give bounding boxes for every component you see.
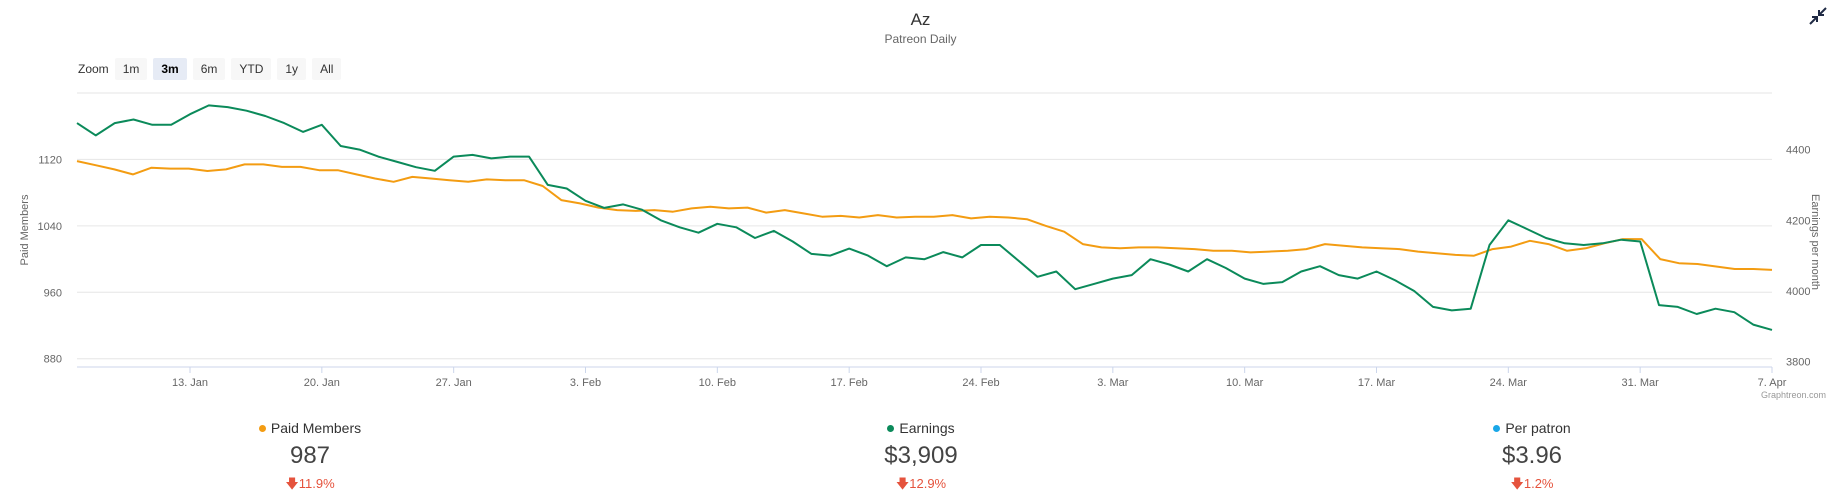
stat-label: Paid Members — [270, 420, 362, 436]
x-tick-label: 17. Mar — [1358, 377, 1396, 389]
x-tick-label: 17. Feb — [831, 377, 868, 389]
y-right-tick-label: 4200 — [1786, 215, 1810, 227]
zoom-6m-button[interactable]: 6m — [192, 58, 226, 80]
x-tick-label: 13. Jan — [172, 377, 208, 389]
zoom-3m-button[interactable]: 3m — [153, 58, 187, 80]
stat-per-patron: Per patron $3.96 🡇1.2% — [1382, 420, 1682, 497]
y-right-axis-title: Earnings per month — [1809, 194, 1821, 290]
x-tick-label: 27. Jan — [436, 377, 472, 389]
x-tick-label: 3. Mar — [1097, 377, 1129, 389]
paid-members-dot — [258, 424, 266, 432]
stat-label: Per patron — [1505, 420, 1571, 436]
x-tick-label: 7. Apr — [1758, 377, 1787, 389]
x-tick-label: 10. Feb — [699, 377, 736, 389]
y-left-tick-label: 960 — [44, 287, 62, 299]
stat-change: 🡇1.2% — [1510, 476, 1554, 491]
down-arrow-icon: 🡇 — [1510, 476, 1524, 491]
y-right-tick-label: 4400 — [1786, 145, 1810, 157]
x-tick-label: 3. Feb — [570, 377, 601, 389]
y-left-tick-label: 1120 — [38, 154, 62, 166]
earnings-dot — [887, 424, 895, 432]
zoom-toolbar: Zoom 1m 3m 6m YTD 1y All — [78, 58, 347, 80]
stat-value: 987 — [289, 442, 331, 469]
x-tick-label: 31. Mar — [1622, 377, 1660, 389]
x-tick-label: 24. Mar — [1490, 377, 1528, 389]
y-left-tick-label: 1040 — [38, 221, 62, 233]
chart-subtitle: Patreon Daily — [884, 32, 957, 46]
down-arrow-icon: 🡇 — [285, 476, 299, 491]
stat-label: Earnings — [899, 420, 955, 436]
y-right-tick-label: 4000 — [1786, 286, 1810, 298]
stat-change: 🡇11.9% — [285, 476, 335, 491]
stat-value: $3.96 — [1501, 442, 1563, 469]
zoom-1m-button[interactable]: 1m — [114, 58, 148, 80]
series-line-paid-members — [76, 160, 1773, 271]
collapse-arrows-icon[interactable] — [1808, 6, 1828, 26]
x-tick-label: 10. Mar — [1226, 377, 1264, 389]
zoom-1y-button[interactable]: 1y — [277, 58, 307, 80]
series-line-earnings — [76, 104, 1773, 331]
x-tick-label: 24. Feb — [962, 377, 999, 389]
y-left-tick-label: 880 — [44, 354, 62, 366]
zoom-ytd-button[interactable]: YTD — [231, 58, 272, 80]
stat-earnings: Earnings $3,909 🡇12.9% — [771, 420, 1071, 497]
y-left-axis-title: Paid Members — [19, 194, 31, 265]
down-arrow-icon: 🡇 — [895, 476, 910, 491]
per-patron-dot — [1493, 424, 1501, 432]
stat-value: $3,909 — [884, 442, 958, 469]
chart-title: Az — [910, 10, 931, 29]
credit-label: Graphtreon.com — [1761, 390, 1826, 400]
stat-change: 🡇12.9% — [895, 476, 947, 491]
x-tick-label: 20. Jan — [304, 377, 340, 389]
zoom-all-button[interactable]: All — [312, 58, 342, 80]
zoom-label: Zoom — [78, 62, 109, 76]
y-right-tick-label: 3800 — [1786, 357, 1810, 369]
stat-paid-members: Paid Members 987 🡇11.9% — [160, 420, 460, 497]
